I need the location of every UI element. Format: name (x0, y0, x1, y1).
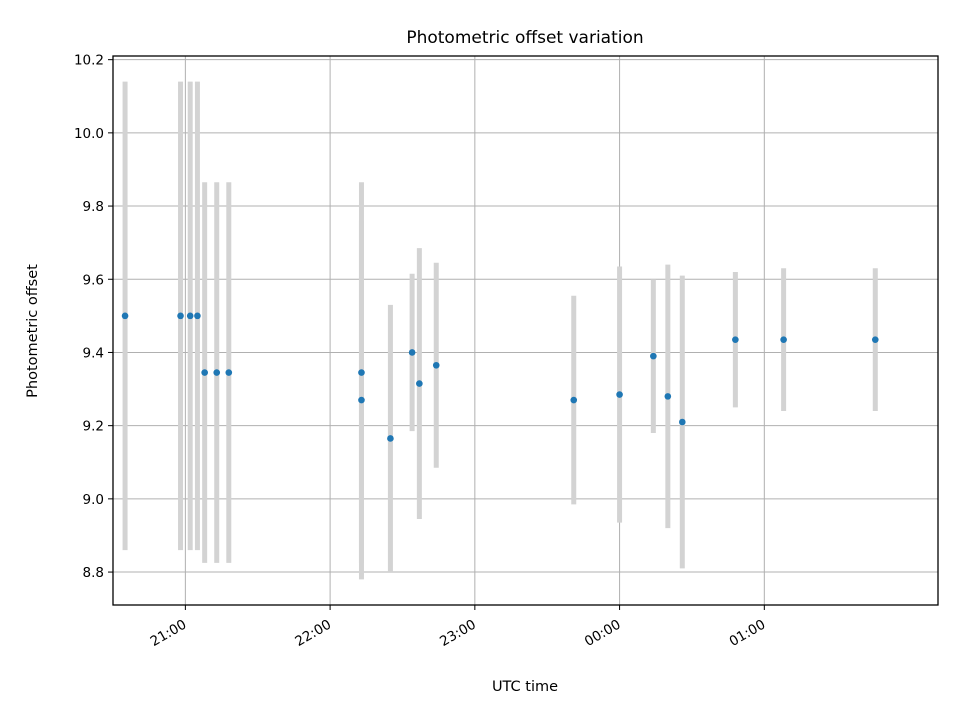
y-axis-title: Photometric offset (25, 264, 41, 398)
data-point (650, 352, 657, 360)
data-point (408, 349, 416, 356)
data-point (616, 391, 623, 398)
data-point (416, 380, 423, 387)
y-tick-label: 8.8 (83, 565, 104, 581)
y-axis-ticks: 8.8 9.0 9.2 9.4 9.6 9.8 10.0 10.2 (74, 53, 113, 581)
data-point (678, 418, 686, 426)
y-tick-label: 9.4 (83, 345, 104, 361)
data-point (358, 396, 365, 404)
data-point (213, 369, 221, 376)
data-point (432, 361, 440, 369)
y-tick-label: 10.0 (74, 126, 104, 142)
data-point (358, 369, 365, 376)
data-points (121, 312, 879, 442)
y-tick-label: 9.0 (83, 492, 104, 508)
data-point (121, 312, 129, 320)
data-point (871, 336, 879, 343)
y-tick-label: 9.6 (83, 272, 104, 288)
data-point (201, 369, 208, 376)
data-point (225, 369, 233, 376)
data-point (780, 336, 787, 343)
chart-title: Photometric offset variation (406, 28, 643, 48)
data-point (732, 336, 739, 343)
data-point (387, 435, 394, 442)
x-axis-title: UTC time (492, 679, 558, 695)
data-point (186, 312, 194, 320)
data-point (177, 312, 184, 320)
data-point (194, 312, 201, 320)
grid-lines (113, 56, 938, 605)
plot-frame (112, 55, 939, 606)
y-tick-label: 9.8 (83, 199, 104, 215)
data-point (570, 396, 578, 404)
data-point (664, 393, 672, 400)
y-tick-label: 9.2 (83, 419, 104, 435)
y-tick-label: 10.2 (74, 53, 104, 69)
